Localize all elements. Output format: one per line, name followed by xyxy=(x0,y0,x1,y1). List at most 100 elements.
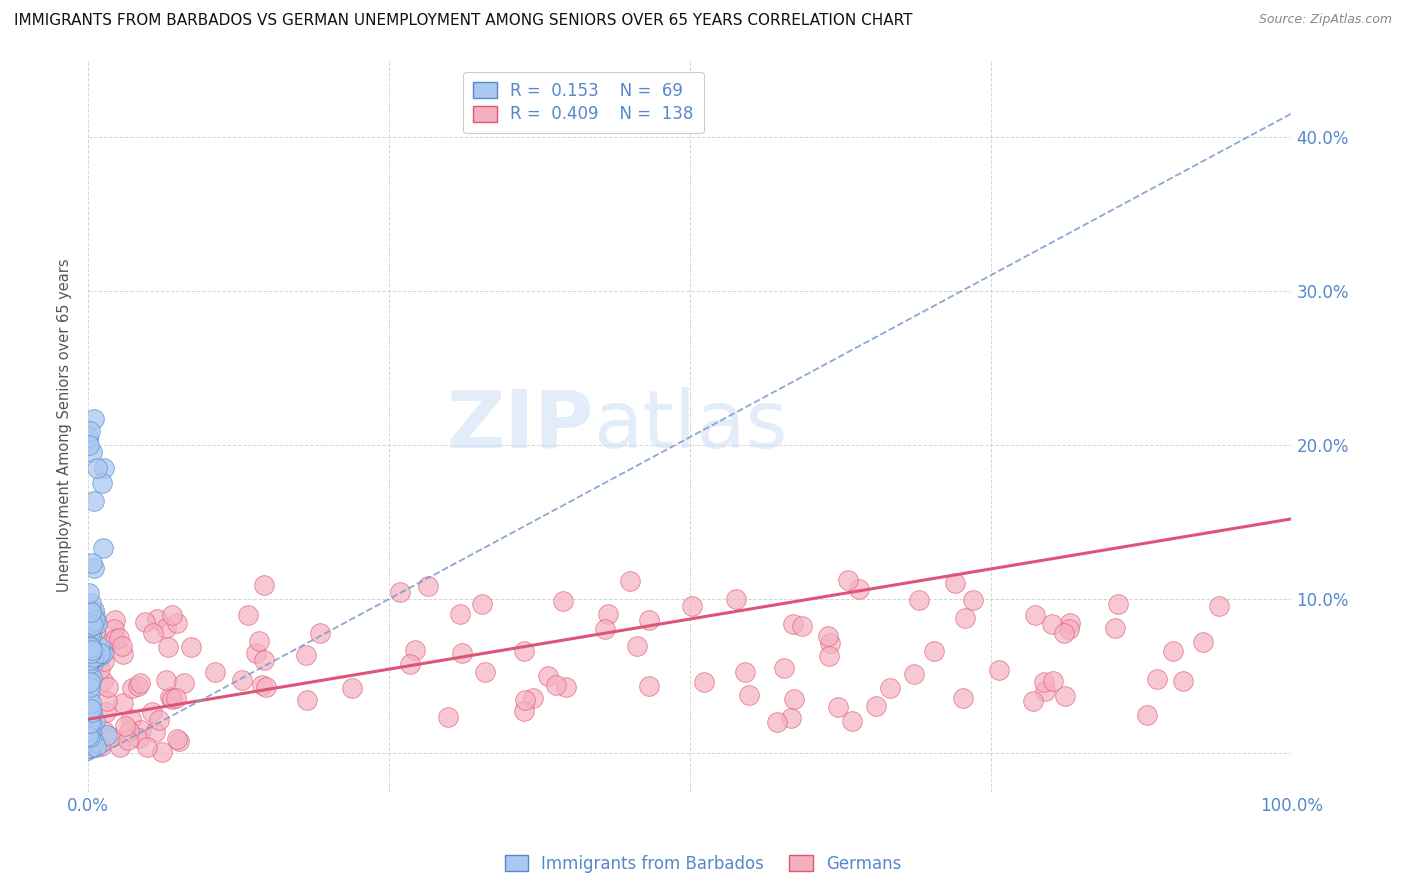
Point xyxy=(77,434,100,448)
Point xyxy=(128,731,150,746)
Point xyxy=(148,713,170,727)
Text: ZIP: ZIP xyxy=(446,386,593,465)
Point xyxy=(619,574,641,588)
Point xyxy=(399,657,422,671)
Point xyxy=(1053,626,1076,640)
Point xyxy=(626,639,648,653)
Point xyxy=(80,628,103,642)
Point xyxy=(93,461,115,475)
Point xyxy=(512,704,534,718)
Point xyxy=(83,411,105,425)
Point xyxy=(598,607,620,621)
Point xyxy=(118,723,141,738)
Point xyxy=(100,730,122,744)
Point xyxy=(1146,672,1168,686)
Point xyxy=(79,680,101,694)
Point xyxy=(160,692,183,706)
Point xyxy=(79,653,101,667)
Point xyxy=(96,728,118,742)
Point xyxy=(143,725,166,739)
Point xyxy=(82,652,104,666)
Point xyxy=(236,607,259,622)
Point xyxy=(943,575,966,590)
Point xyxy=(84,608,107,623)
Point xyxy=(1022,694,1045,708)
Point xyxy=(1161,644,1184,658)
Point xyxy=(245,647,267,661)
Point xyxy=(142,625,165,640)
Point xyxy=(818,636,841,650)
Point xyxy=(82,656,104,670)
Point xyxy=(953,611,976,625)
Point xyxy=(537,669,560,683)
Point xyxy=(155,621,177,635)
Point xyxy=(782,616,804,631)
Point xyxy=(91,476,114,491)
Point xyxy=(152,745,174,759)
Point xyxy=(77,716,100,731)
Point xyxy=(79,635,101,649)
Point xyxy=(91,646,114,660)
Point xyxy=(82,556,104,570)
Point xyxy=(82,618,104,632)
Point xyxy=(79,620,101,634)
Point xyxy=(157,640,180,655)
Point xyxy=(865,699,887,714)
Point xyxy=(252,653,274,667)
Point xyxy=(180,640,202,655)
Point xyxy=(84,739,107,754)
Point xyxy=(450,646,472,660)
Point xyxy=(77,728,100,742)
Point xyxy=(134,615,156,629)
Point xyxy=(79,716,101,731)
Point xyxy=(83,493,105,508)
Point xyxy=(1033,675,1056,690)
Point xyxy=(922,644,945,658)
Point xyxy=(111,697,134,711)
Point xyxy=(173,675,195,690)
Point xyxy=(1104,621,1126,635)
Point xyxy=(128,676,150,690)
Point xyxy=(83,646,105,660)
Point xyxy=(86,616,108,631)
Point xyxy=(83,734,105,748)
Point xyxy=(80,606,103,620)
Point xyxy=(83,645,105,659)
Point xyxy=(250,678,273,692)
Point xyxy=(1057,623,1080,637)
Point xyxy=(93,638,115,652)
Point xyxy=(83,613,105,627)
Point xyxy=(952,691,974,706)
Point xyxy=(80,616,103,631)
Point xyxy=(80,727,103,741)
Point xyxy=(848,582,870,596)
Point xyxy=(738,688,761,702)
Text: atlas: atlas xyxy=(593,386,787,465)
Point xyxy=(120,712,142,726)
Point xyxy=(80,717,103,731)
Point xyxy=(107,631,129,645)
Point xyxy=(724,592,747,607)
Legend: Immigrants from Barbados, Germans: Immigrants from Barbados, Germans xyxy=(498,848,908,880)
Point xyxy=(1042,674,1064,689)
Point xyxy=(90,648,112,662)
Point xyxy=(554,680,576,694)
Point xyxy=(474,665,496,680)
Y-axis label: Unemployment Among Seniors over 65 years: Unemployment Among Seniors over 65 years xyxy=(58,259,72,592)
Point xyxy=(82,607,104,621)
Point xyxy=(449,607,471,621)
Point xyxy=(89,662,111,676)
Point xyxy=(80,643,103,657)
Point xyxy=(80,705,103,719)
Point xyxy=(159,690,181,704)
Point xyxy=(84,714,107,728)
Point xyxy=(104,632,127,646)
Point xyxy=(1033,684,1056,698)
Point xyxy=(551,594,574,608)
Point xyxy=(818,649,841,664)
Point xyxy=(404,642,426,657)
Point xyxy=(91,673,114,688)
Point xyxy=(309,625,332,640)
Point xyxy=(418,579,440,593)
Point xyxy=(80,702,103,716)
